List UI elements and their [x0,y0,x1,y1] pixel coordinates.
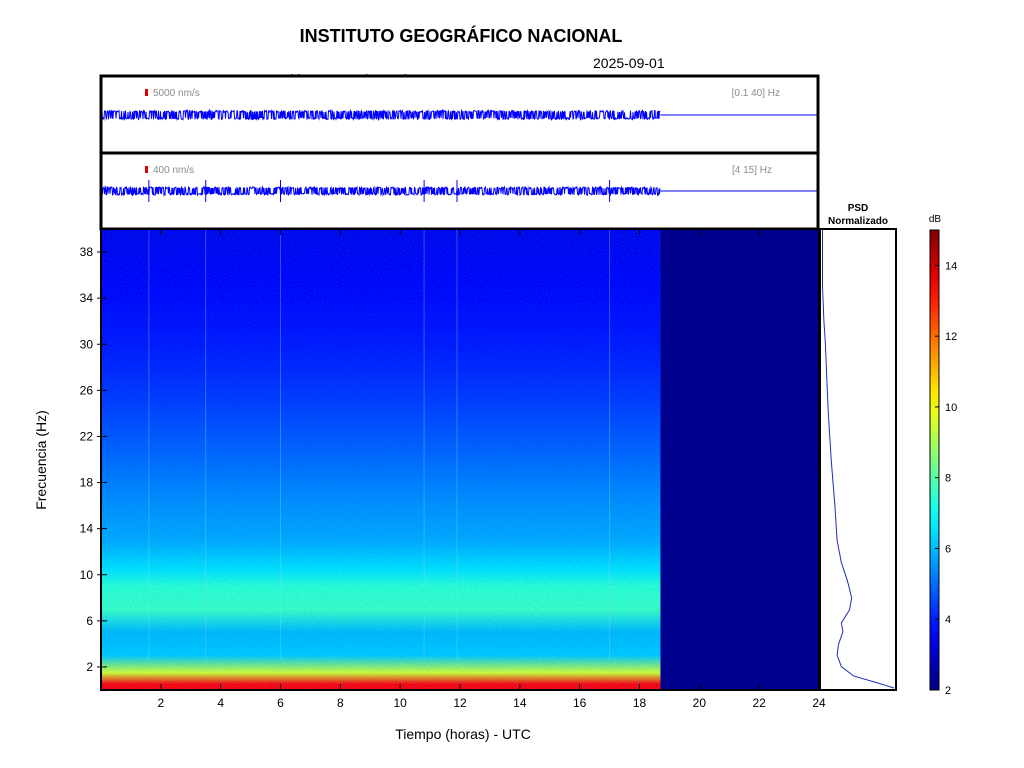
x-tick-label-4: 4 [217,696,224,710]
colorbar-tick-label-6: 6 [945,543,951,555]
x-tick-label-2: 2 [157,696,164,710]
y-tick-label-14: 14 [80,522,94,536]
spectrogram-speckle [101,229,661,690]
x-tick-label-6: 6 [277,696,284,710]
x-tick-label-10: 10 [393,696,407,710]
x-tick-label-8: 8 [337,696,344,710]
y-tick-label-26: 26 [80,383,94,397]
y-tick-label-30: 30 [80,337,94,351]
psd-panel: PSD Normalizado [819,203,897,691]
y-tick-label-18: 18 [80,476,94,490]
scale-bar-filtered [145,166,148,173]
y-tick-label-38: 38 [80,245,94,259]
spectrogram-no-data-region [660,229,819,690]
colorbar-title: dB [929,214,942,225]
spectrogram-panel: 2 4 6 8 10 12 14 16 18 20 22 24 261014182226303438 … [33,228,826,742]
colorbar-scale [929,229,940,691]
y-tick-label-6: 6 [86,614,93,628]
colorbar: dB 2 4 6 8 10 12 14 [929,214,957,697]
chart-title: INSTITUTO GEOGRÁFICO NACIONAL [299,26,623,46]
waveform-filtered-trace [102,185,661,197]
date-label: 2025-09-01 [593,55,665,71]
x-axis-title: Tiempo (horas) - UTC [395,726,531,742]
psd-subtitle: Normalizado [828,216,888,227]
x-tick-label-18: 18 [633,696,647,710]
y-axis-title: Frecuencia (Hz) [33,410,49,510]
x-tick-label-24: 24 [812,696,826,710]
x-tick-label-12: 12 [453,696,467,710]
colorbar-tick-label-14: 14 [945,260,957,272]
y-tick-label-10: 10 [80,568,94,582]
x-tick-label-16: 16 [573,696,587,710]
waveform-panel-filtered: 400 nm/s [4 15] Hz [99,151,820,231]
colorbar-tick-label-4: 4 [945,614,951,626]
colorbar-tick-label-8: 8 [945,473,951,485]
x-tick-label-22: 22 [752,696,766,710]
waveform-panel-broadband: 5000 nm/s [0.1 40] Hz [99,74,820,155]
x-tick-label-14: 14 [513,696,527,710]
y-tick-label-22: 22 [80,429,94,443]
waveform-broadband-trace [101,108,661,122]
band-label-filtered: [4 15] Hz [732,165,772,176]
psd-title: PSD [848,203,869,214]
scale-label-broadband: 5000 nm/s [153,88,200,99]
scale-bar-broadband [145,89,148,96]
psd-curve [822,229,895,689]
scale-label-filtered: 400 nm/s [153,165,194,176]
y-tick-label-34: 34 [80,291,94,305]
colorbar-tick-label-12: 12 [945,331,957,343]
x-tick-label-20: 20 [693,696,707,710]
colorbar-tick-label-2: 2 [945,685,951,697]
y-tick-label-2: 2 [86,660,93,674]
psd-frame [819,228,897,691]
band-label-broadband: [0.1 40] Hz [732,88,780,99]
colorbar-tick-label-10: 10 [945,402,957,414]
